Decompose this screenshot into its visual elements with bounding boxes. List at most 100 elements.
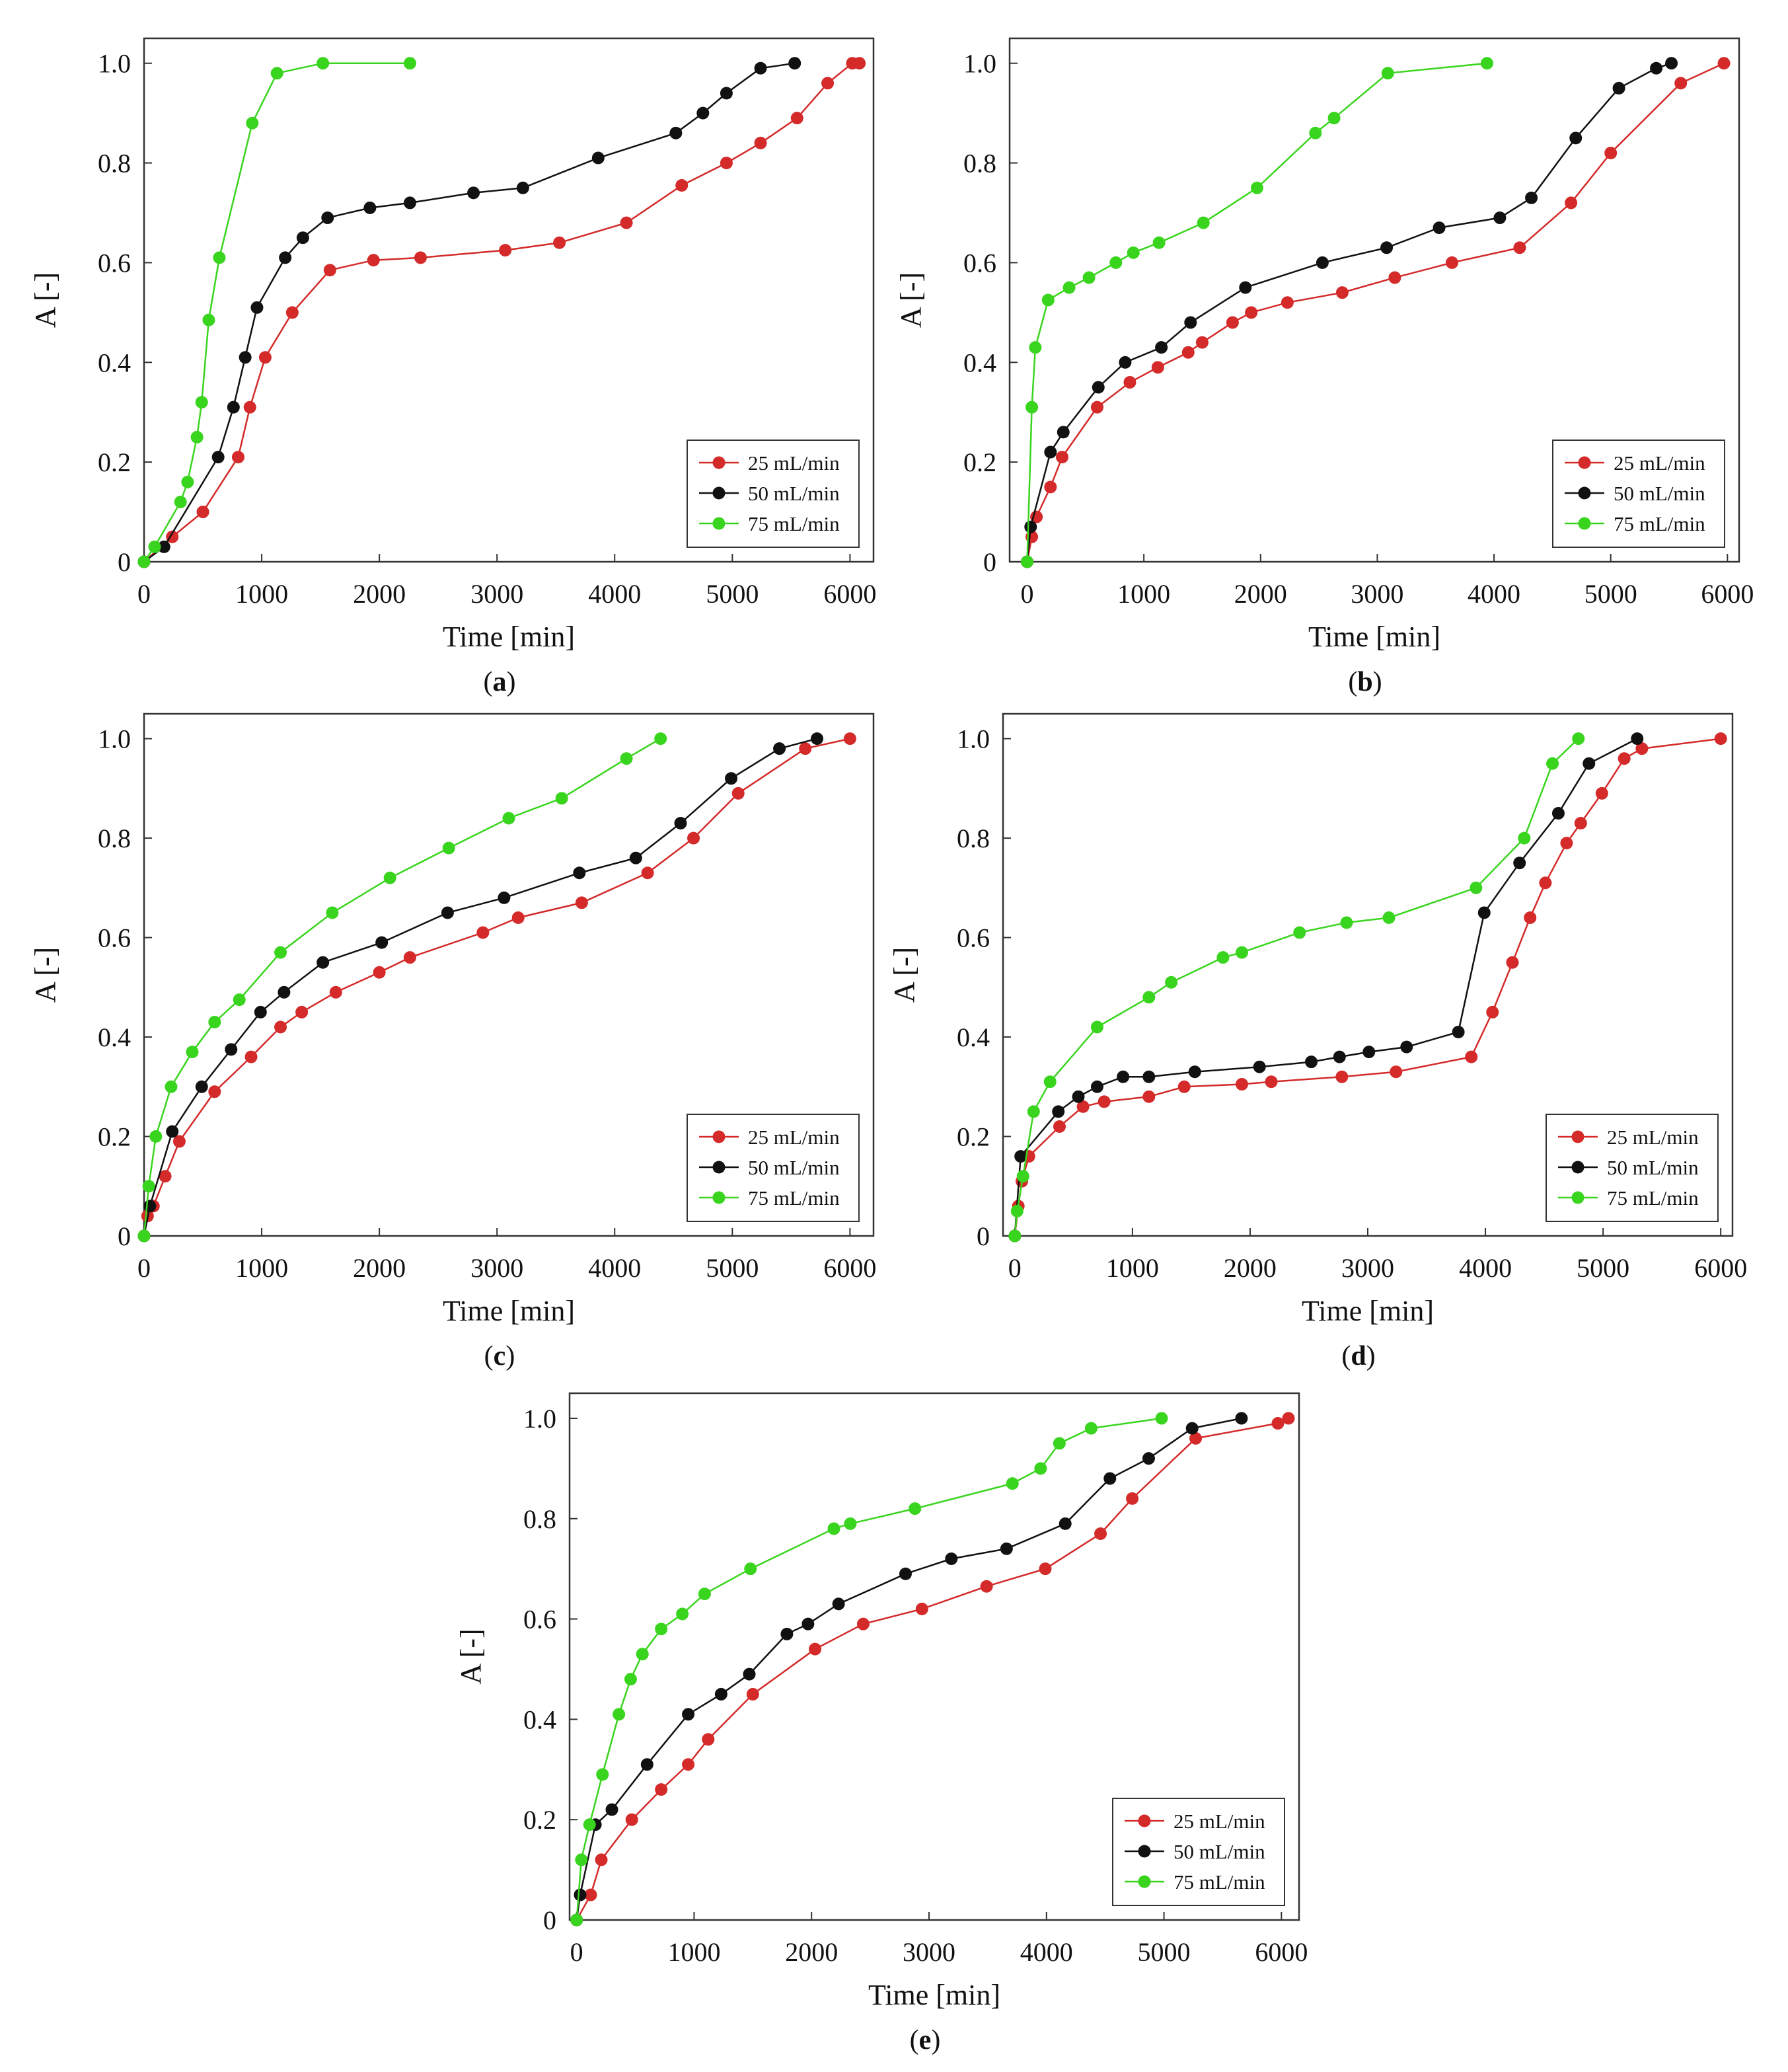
data-point: [1604, 146, 1618, 159]
x-tick-label: 3000: [470, 1253, 523, 1283]
x-axis-title: Time [min]: [1308, 621, 1440, 653]
chart-panel-a: 0 1000 2000 3000 4000 5000 6000 0 0.2 0.4 0.6 0.8 1.…: [29, 37, 876, 697]
chart-panel-c: 0 1000 2000 3000 4000 5000 6000 0 0.2 0.4 0.6 0.8 1.…: [29, 712, 876, 1371]
y-tick-label: 0.2: [963, 447, 996, 477]
x-tick-label: 1000: [1117, 579, 1170, 609]
legend-label: 75 mL/min: [1173, 1870, 1265, 1894]
data-point: [1433, 221, 1446, 235]
data-point: [811, 732, 824, 746]
data-point: [640, 1758, 653, 1771]
data-point: [317, 956, 330, 969]
data-point: [1583, 757, 1596, 770]
data-point: [1027, 1105, 1040, 1118]
data-point: [1452, 1026, 1465, 1039]
y-tick-label: 0.4: [98, 1022, 131, 1052]
x-tick-label: 0: [1020, 579, 1033, 609]
data-point: [442, 841, 455, 855]
data-point: [498, 891, 511, 904]
data-point: [1572, 732, 1585, 746]
data-point: [584, 1888, 597, 1901]
data-point: [676, 1607, 689, 1621]
data-point: [553, 236, 566, 249]
x-tick-label: 5000: [1584, 579, 1637, 609]
data-point: [321, 211, 334, 225]
data-point: [516, 181, 529, 194]
data-point: [1631, 732, 1644, 746]
data-point: [702, 1733, 715, 1746]
data-point: [278, 985, 291, 999]
legend-marker: [1571, 1130, 1584, 1143]
data-point: [945, 1552, 958, 1565]
data-point: [1055, 451, 1068, 464]
legend-marker: [1578, 517, 1591, 530]
x-tick-label: 1000: [235, 1253, 288, 1283]
legend: 25 mL/min 50 mL/min 75 mL/min: [1546, 1114, 1719, 1222]
data-point: [143, 1200, 157, 1213]
data-point: [832, 1597, 845, 1611]
data-point: [190, 430, 204, 443]
data-point: [613, 1708, 626, 1721]
data-point: [258, 351, 272, 364]
x-tick-label: 4000: [588, 1253, 641, 1283]
data-point: [174, 495, 187, 508]
y-tick-label: 0.6: [963, 248, 996, 278]
data-point: [403, 196, 416, 210]
data-point: [1381, 67, 1394, 80]
data-point: [329, 985, 342, 999]
data-point: [1057, 426, 1070, 439]
data-point: [687, 831, 700, 845]
plot-frame: [568, 1392, 1300, 1921]
data-point: [574, 1888, 587, 1901]
legend-marker: [712, 456, 726, 469]
data-point: [1235, 946, 1248, 959]
legend-marker: [1138, 1845, 1151, 1858]
data-point: [367, 254, 380, 267]
data-point: [1327, 112, 1341, 125]
data-point: [1188, 1065, 1201, 1079]
data-point: [1197, 216, 1210, 229]
x-tick-label: 6000: [823, 1253, 876, 1283]
x-axis-title: Time [min]: [1302, 1295, 1434, 1327]
data-point: [1565, 196, 1578, 210]
data-point: [809, 1642, 822, 1656]
data-point: [1117, 1070, 1130, 1083]
data-point: [844, 1517, 857, 1530]
legend-marker: [1578, 486, 1591, 500]
x-tick-label: 2000: [1224, 1253, 1277, 1283]
legend-label: 50 mL/min: [1614, 482, 1705, 505]
data-point: [1235, 1078, 1248, 1091]
data-point: [511, 911, 525, 924]
x-axis-title: Time [min]: [443, 621, 575, 653]
y-tick-label: 0.2: [98, 447, 131, 477]
chart-panel-d: 0 1000 2000 3000 4000 5000 6000 0 0.2 0.4 0.6 0.8 1.…: [888, 712, 1747, 1371]
panel-caption: (c): [484, 1341, 515, 1371]
data-point: [1155, 341, 1168, 354]
data-point: [1635, 742, 1649, 755]
data-point: [1612, 81, 1625, 95]
data-point: [1119, 356, 1132, 369]
x-tick-label: 3000: [1341, 1253, 1394, 1283]
x-tick-label: 2000: [785, 1937, 838, 1967]
data-point: [1090, 401, 1103, 414]
data-point: [1127, 246, 1140, 259]
data-point: [856, 1617, 870, 1631]
data-point: [1595, 787, 1608, 800]
panel-caption: (d): [1341, 1341, 1375, 1371]
data-point: [744, 1562, 757, 1576]
data-point: [1362, 1046, 1376, 1059]
data-point: [654, 732, 667, 746]
data-point: [1674, 77, 1688, 90]
data-point: [1470, 881, 1483, 894]
legend-marker: [1578, 456, 1591, 469]
data-point: [636, 1648, 649, 1661]
y-tick-label: 1.0: [957, 724, 990, 754]
chart-panel-b: 0 1000 2000 3000 4000 5000 6000 0 0.2 0.4 0.6 0.8 1.…: [895, 37, 1754, 697]
data-point: [1076, 1100, 1090, 1113]
x-tick-label: 6000: [1694, 1253, 1747, 1283]
data-point: [780, 1627, 794, 1640]
data-point: [1177, 1080, 1191, 1093]
data-point: [675, 179, 689, 192]
data-point: [1053, 1120, 1066, 1133]
data-point: [1189, 1432, 1203, 1445]
data-point: [1513, 857, 1526, 870]
